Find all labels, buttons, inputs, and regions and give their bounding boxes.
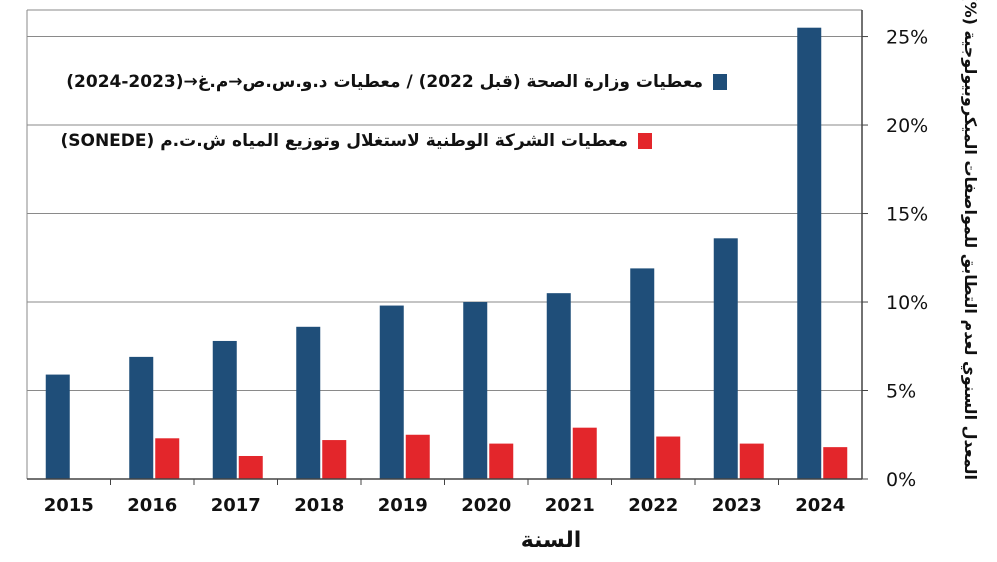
x-tick-label-2017: 2017: [211, 495, 261, 516]
x-tick-label-2016: 2016: [127, 495, 177, 516]
bar-series-1-2015: [45, 374, 70, 479]
x-tick-label-2024: 2024: [795, 495, 845, 516]
x-tick-label-2023: 2023: [712, 495, 762, 516]
bar-series-2-2018: [322, 440, 347, 479]
axes: [26, 9, 868, 485]
x-tick-labels: 2015 2016 2017 2018 2019 2020 2021 2022 2023 2024: [44, 495, 846, 516]
bar-series-1-2016: [129, 356, 154, 479]
y-tick-label: 15%: [886, 204, 928, 226]
x-tick-label-2021: 2021: [545, 495, 595, 516]
bar-series-2-2024: [823, 447, 848, 479]
bar-series-1-2018: [296, 326, 321, 479]
legend-swatch-series-2: [638, 133, 652, 149]
bar-series-2-2019: [405, 434, 430, 479]
x-tick-label-2015: 2015: [44, 495, 94, 516]
bar-series-2-2021: [572, 427, 597, 479]
bar-series-1-2022: [630, 268, 655, 479]
bar-series-1-2023: [713, 238, 738, 479]
x-tick-label-2018: 2018: [294, 495, 344, 516]
legend-swatch-series-1: [713, 74, 727, 90]
bar-series-2-2022: [656, 436, 681, 479]
x-tick-label-2020: 2020: [461, 495, 511, 516]
y-tick-label: 0%: [886, 469, 916, 491]
bars: [45, 27, 848, 479]
y-axis-title: المعدل السنوي لعدم التطابق للمواصفات الم…: [961, 0, 980, 480]
bar-series-2-2016: [155, 438, 180, 479]
x-tick-label-2022: 2022: [628, 495, 678, 516]
y-tick-label: 25%: [886, 27, 928, 49]
bar-series-1-2019: [379, 305, 404, 479]
y-tick-label: 10%: [886, 292, 928, 314]
bar-series-1-2020: [463, 302, 488, 479]
y-tick-label: 5%: [886, 381, 916, 403]
bar-series-1-2017: [212, 340, 237, 479]
legend-item-series-1: معطيات وزارة الصحة (قبل 2022) / معطيات د…: [66, 72, 727, 92]
legend-item-series-2: معطيات الشركة الوطنية لاستغلال وتوزيع ال…: [60, 131, 652, 151]
x-axis-title: السنة: [520, 528, 582, 553]
legend-label-series-1: معطيات وزارة الصحة (قبل 2022) / معطيات د…: [66, 72, 703, 92]
bar-series-1-2021: [546, 293, 571, 479]
bar-series-2-2020: [489, 443, 514, 479]
bar-series-2-2017: [238, 455, 263, 479]
y-tick-label: 20%: [886, 115, 928, 137]
legend-label-series-2: معطيات الشركة الوطنية لاستغلال وتوزيع ال…: [60, 131, 628, 151]
y-tick-labels: 0% 5% 10% 15% 20% 25%: [886, 27, 928, 491]
bar-series-2-2023: [739, 443, 764, 479]
x-tick-label-2019: 2019: [378, 495, 428, 516]
bar-series-1-2024: [797, 27, 822, 479]
